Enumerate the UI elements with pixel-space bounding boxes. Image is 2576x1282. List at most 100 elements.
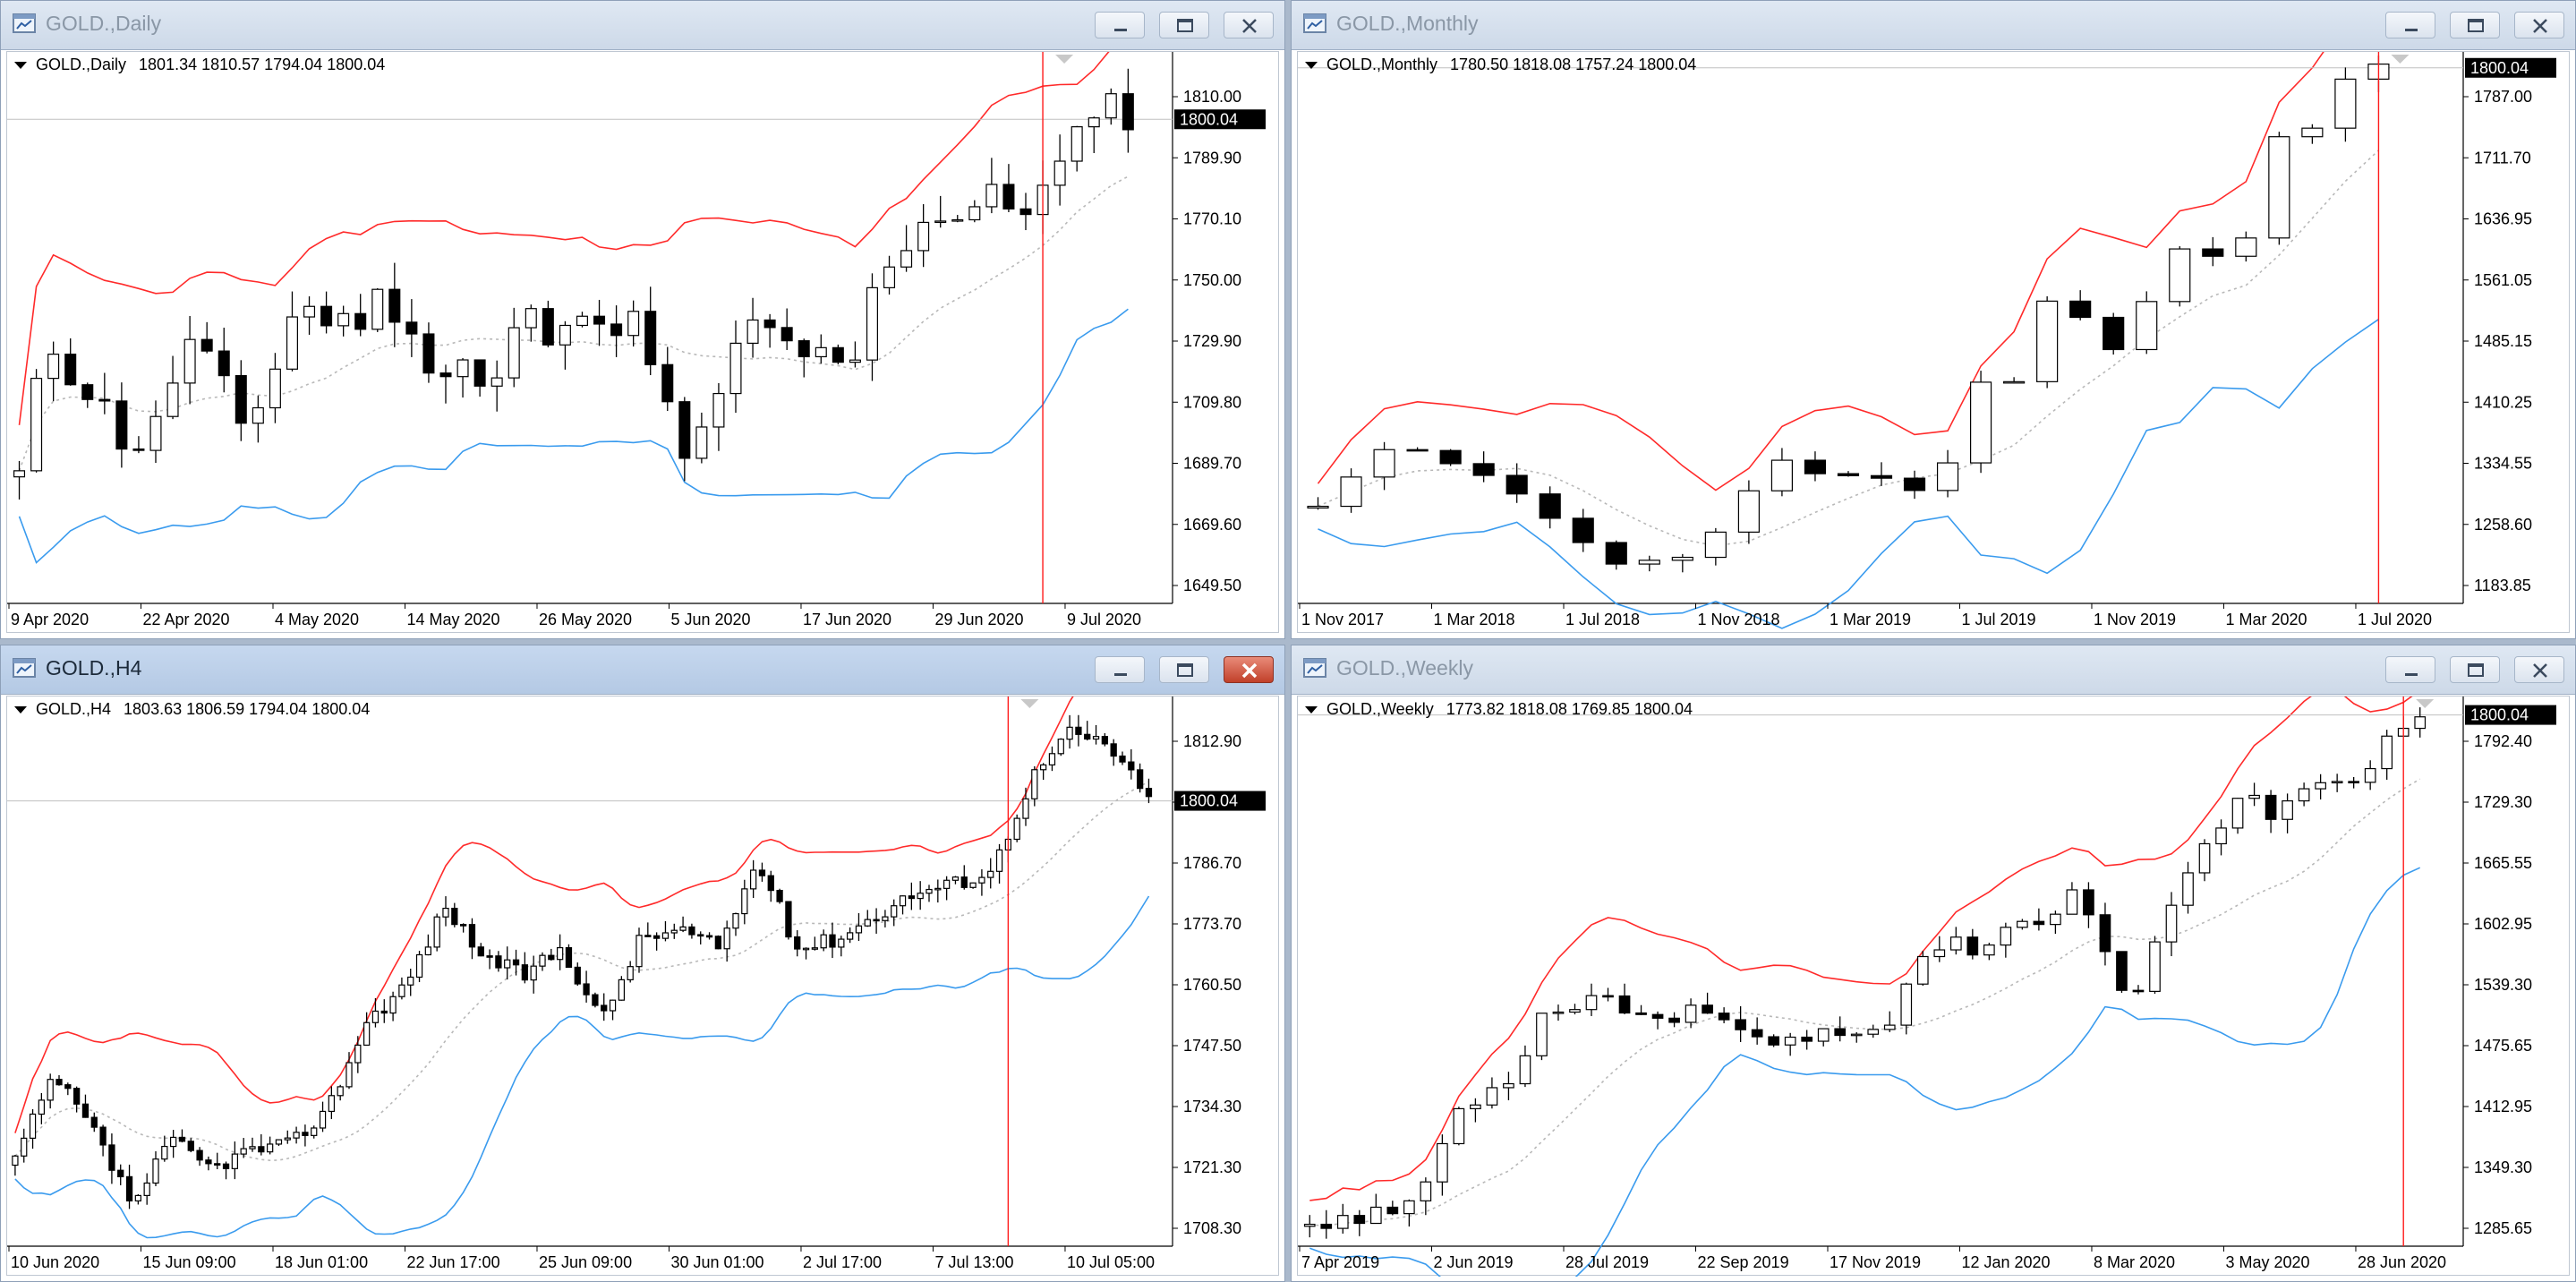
candle xyxy=(746,297,759,358)
window-title: GOLD.,H4 xyxy=(46,656,142,679)
candle xyxy=(30,369,43,473)
candle xyxy=(609,999,617,1021)
chart-svg: 1812.901799.901786.701773.701760.501747.… xyxy=(7,697,1266,1271)
candle xyxy=(1784,1032,1796,1056)
window-titlebar[interactable]: GOLD.,Monthly xyxy=(1292,1,2575,50)
candle xyxy=(258,1133,265,1156)
minimize-button[interactable] xyxy=(1095,12,1145,38)
candle xyxy=(205,1156,212,1171)
chart-window-icon xyxy=(12,12,37,35)
chart-shift-marker[interactable] xyxy=(2391,55,2410,64)
minimize-button[interactable] xyxy=(2385,656,2435,683)
chart-canvas[interactable]: 1792.40 1729.30 1665.55 1602.95 1539.30 1475.… xyxy=(1297,696,2570,1277)
time-axis-label: 12 Jan 2020 xyxy=(1961,1253,2050,1271)
chart-window-weekly[interactable]: GOLD.,Weekly 1792.40 1729.30 1665.55 1602.95… xyxy=(1291,645,2576,1282)
window-titlebar[interactable]: GOLD.,Daily xyxy=(1,1,1284,50)
candle xyxy=(354,294,367,337)
candle xyxy=(794,930,801,957)
close-button[interactable] xyxy=(1224,12,1274,38)
chart-canvas[interactable]: 1787.00 1711.70 1636.95 1561.05 1485.15 1410.… xyxy=(1297,51,2570,633)
candle xyxy=(593,299,606,346)
candle xyxy=(2050,910,2061,935)
candle xyxy=(1718,1007,1730,1023)
time-axis-label: 9 Apr 2020 xyxy=(11,611,89,628)
candle xyxy=(2381,730,2393,780)
candle xyxy=(1572,509,1594,552)
candle xyxy=(776,888,783,904)
candle xyxy=(486,949,493,970)
candle xyxy=(1850,1031,1863,1043)
candle xyxy=(855,913,863,942)
candle xyxy=(1057,738,1064,756)
candle xyxy=(1088,116,1100,153)
candle xyxy=(1503,1072,1514,1100)
candle xyxy=(235,360,247,441)
candle xyxy=(1704,527,1727,566)
candle xyxy=(732,912,739,936)
current-price-label: 1800.04 xyxy=(2470,706,2529,724)
close-button[interactable] xyxy=(1224,656,1274,683)
chart-shift-marker[interactable] xyxy=(2416,699,2435,708)
chart-canvas[interactable]: 1812.901799.901786.701773.701760.501747.… xyxy=(6,696,1279,1276)
maximize-button[interactable] xyxy=(2450,656,2500,683)
candle xyxy=(925,885,933,902)
time-axis-label: 1 Mar 2019 xyxy=(1830,611,1911,628)
maximize-button[interactable] xyxy=(2450,12,2500,38)
time-axis-label: 1 Jul 2020 xyxy=(2358,611,2432,628)
candle xyxy=(64,338,77,386)
candle xyxy=(468,918,476,960)
chart-shift-marker[interactable] xyxy=(1020,699,1039,708)
candle xyxy=(542,300,554,348)
candle xyxy=(1671,553,1693,573)
candle xyxy=(1983,943,1995,961)
candle xyxy=(1439,449,1462,466)
minimize-button[interactable] xyxy=(1095,656,1145,683)
candle xyxy=(169,1130,177,1158)
price-axis-label: 1561.05 xyxy=(2474,271,2532,289)
candle xyxy=(345,1052,353,1090)
window-titlebar[interactable]: GOLD.,H4 xyxy=(1,645,1284,695)
candle xyxy=(1013,814,1020,842)
candle xyxy=(1949,927,1962,955)
candle xyxy=(811,936,819,951)
candle xyxy=(610,305,623,357)
candle xyxy=(849,341,861,368)
time-axis-label: 18 Jun 01:00 xyxy=(275,1253,368,1271)
candle xyxy=(729,320,742,414)
window-title: GOLD.,Daily xyxy=(46,12,162,35)
price-axis-label: 1773.70 xyxy=(1183,915,1241,933)
candle xyxy=(530,955,537,994)
candle xyxy=(64,1082,72,1096)
candle xyxy=(1110,739,1117,766)
current-price-label: 1800.04 xyxy=(1180,110,1238,128)
candle xyxy=(311,1125,318,1139)
candle xyxy=(504,946,511,980)
candle xyxy=(415,951,423,983)
maximize-button[interactable] xyxy=(1159,656,1209,683)
candle xyxy=(601,993,608,1021)
chart-window-h4[interactable]: GOLD.,H4 1812.901799.901786.701773.701760… xyxy=(0,645,1285,1282)
price-axis-label: 1285.65 xyxy=(2474,1219,2532,1237)
candle xyxy=(125,1164,133,1209)
maximize-button[interactable] xyxy=(1159,12,1209,38)
candle xyxy=(978,869,985,896)
chart-canvas[interactable]: 1810.00 1789.90 1770.10 1750.00 1729.90 1709.… xyxy=(6,51,1279,633)
close-button[interactable] xyxy=(2514,656,2564,683)
candle xyxy=(1837,471,1860,477)
minimize-button[interactable] xyxy=(2385,12,2435,38)
chart-window-icon xyxy=(1302,656,1327,679)
chart-svg: 1787.00 1711.70 1636.95 1561.05 1485.15 1410.… xyxy=(1298,52,2556,629)
candle xyxy=(1353,1209,1366,1236)
candle xyxy=(2364,760,2376,791)
chart-window-daily[interactable]: GOLD.,Daily 1810.00 1789.90 1770.10 1750.00 1… xyxy=(0,0,1285,639)
time-axis-label: 1 Mar 2018 xyxy=(1433,611,1514,628)
price-axis-label: 1636.95 xyxy=(2474,210,2532,228)
close-button[interactable] xyxy=(2514,12,2564,38)
candle xyxy=(548,948,555,961)
chart-shift-marker[interactable] xyxy=(1055,55,1074,64)
window-titlebar[interactable]: GOLD.,Weekly xyxy=(1292,645,2575,695)
chart-window-monthly[interactable]: GOLD.,Monthly 1787.00 1711.70 1636.95 1561.0… xyxy=(1291,0,2576,639)
candle xyxy=(1903,470,1926,500)
candle xyxy=(758,862,766,882)
bollinger-middle-line xyxy=(18,175,1129,472)
